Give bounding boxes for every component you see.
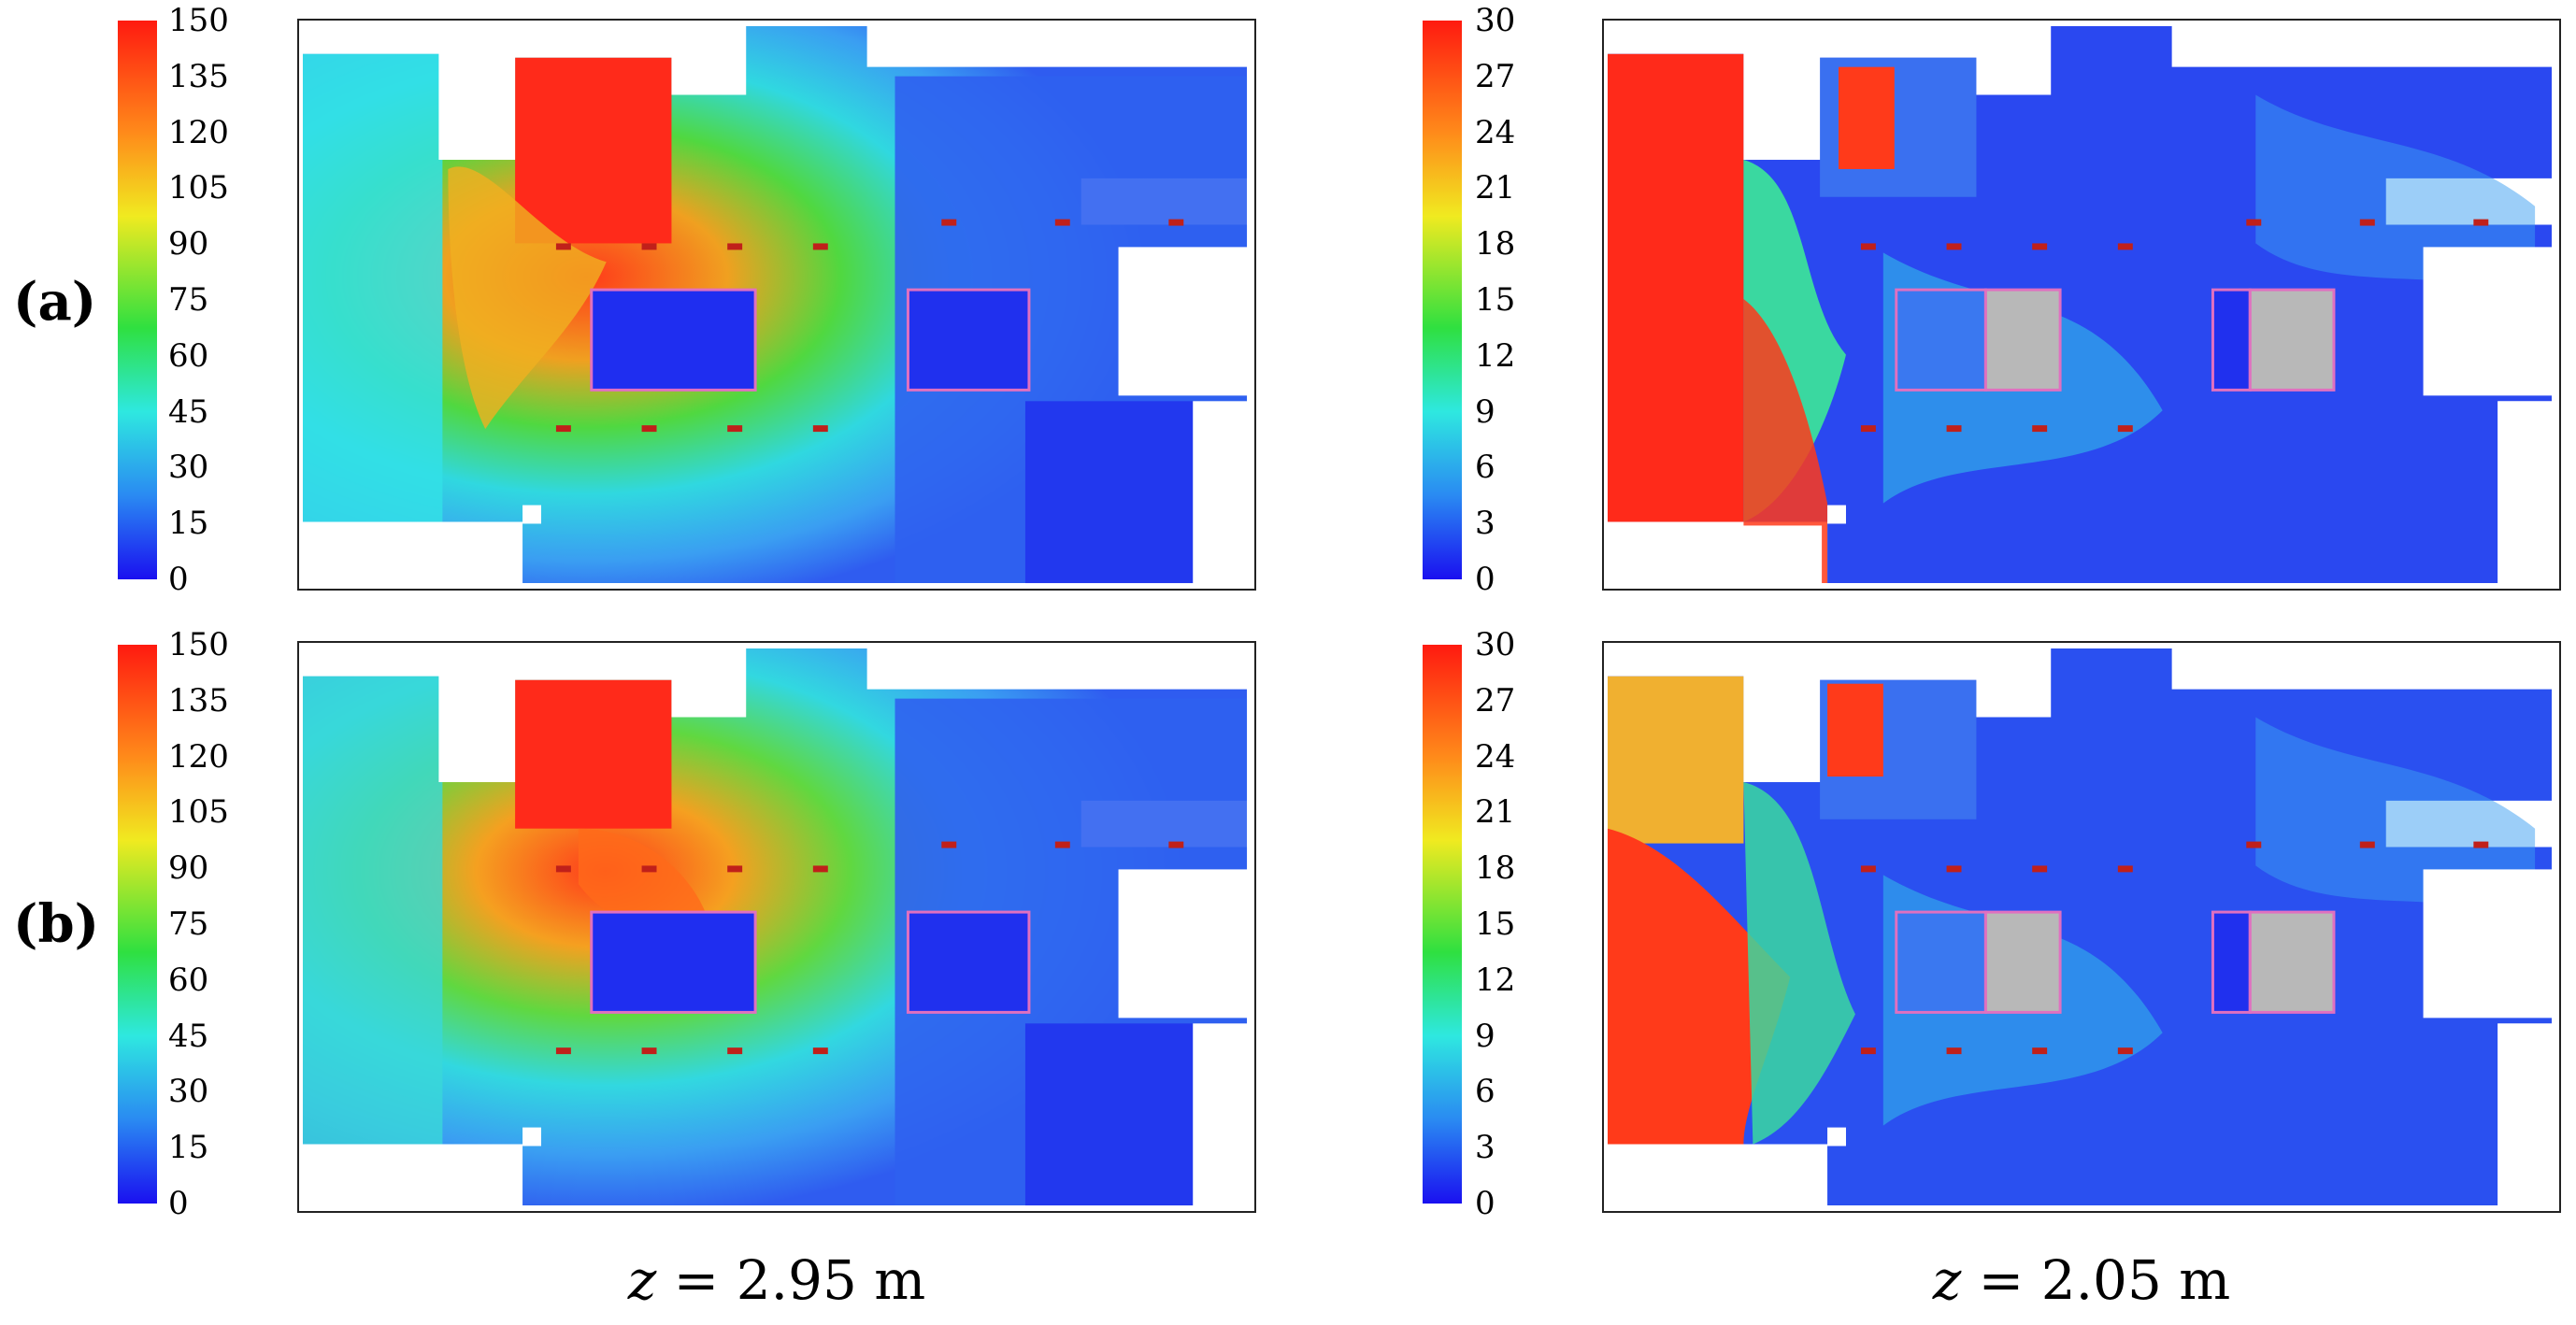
colorbar-tick-label: 0 xyxy=(168,561,189,598)
caption-right-var: z xyxy=(1932,1248,1962,1312)
colorbar-tick-label: 120 xyxy=(168,737,229,776)
colorbar-right-b-ticks: 30 27 24 21 18 15 12 9 6 3 0 xyxy=(1475,0,1559,1325)
caption-left-var: z xyxy=(627,1248,657,1312)
colorbar-tick-label: 45 xyxy=(168,1017,209,1055)
colorbar-left-a-ticks: 150 135 120 105 90 75 60 45 30 15 0 xyxy=(168,0,252,607)
colorbar-tick-label: 21 xyxy=(1475,793,1516,832)
colorbar-tick-label: 150 xyxy=(168,2,229,39)
colorbar-left-a xyxy=(118,21,157,579)
colorbar-tick-label: 6 xyxy=(1475,449,1496,487)
colorbar-tick-label: 105 xyxy=(168,793,229,832)
colorbar-tick-label: 12 xyxy=(1475,336,1516,375)
colorbar-tick-label: 27 xyxy=(1475,681,1516,719)
colorbar-tick-label: 75 xyxy=(168,281,209,319)
colorbar-tick-label: 60 xyxy=(168,336,209,375)
colorbar-tick-label: 12 xyxy=(1475,961,1516,999)
caption-right-rest: = 2.05 m xyxy=(1961,1248,2231,1312)
colorbar-tick-label: 0 xyxy=(1475,1185,1496,1222)
colorbar-tick-label: 15 xyxy=(1475,281,1516,319)
colorbar-tick-label: 30 xyxy=(168,1073,209,1111)
colorbar-tick-label: 150 xyxy=(168,626,229,663)
field-panel-b-right xyxy=(1602,641,2561,1213)
floorplan-contour-a-right xyxy=(1607,23,2556,584)
colorbar-tick-label: 30 xyxy=(1475,2,1516,39)
colorbar-tick-label: 15 xyxy=(168,1129,209,1167)
colorbar-tick-label: 3 xyxy=(1475,505,1496,543)
caption-left: z = 2.95 m xyxy=(297,1248,1256,1312)
caption-left-rest: = 2.95 m xyxy=(656,1248,926,1312)
colorbar-tick-label: 18 xyxy=(1475,225,1516,264)
colorbar-tick-label: 90 xyxy=(168,225,209,264)
colorbar-tick-label: 90 xyxy=(168,849,209,888)
colorbar-tick-label: 9 xyxy=(1475,392,1496,431)
colorbar-tick-label: 21 xyxy=(1475,169,1516,207)
row-label-b: (b) xyxy=(13,893,100,955)
colorbar-tick-label: 3 xyxy=(1475,1129,1496,1167)
field-panel-a-right xyxy=(1602,19,2561,591)
floorplan-contour-b-right xyxy=(1607,646,2556,1206)
row-label-a: (a) xyxy=(13,271,97,333)
colorbar-tick-label: 0 xyxy=(1475,561,1496,598)
colorbar-tick-label: 60 xyxy=(168,961,209,999)
floorplan-contour-b-left xyxy=(302,646,1252,1206)
colorbar-tick-label: 30 xyxy=(168,449,209,487)
colorbar-right-b xyxy=(1423,645,1462,1204)
floorplan-contour-a-left xyxy=(302,23,1252,584)
colorbar-tick-label: 24 xyxy=(1475,113,1516,151)
colorbar-left-b-ticks: 150 135 120 105 90 75 60 45 30 15 0 xyxy=(168,0,252,1325)
colorbar-left-b xyxy=(118,645,157,1204)
colorbar-tick-label: 6 xyxy=(1475,1073,1496,1111)
colorbar-tick-label: 135 xyxy=(168,681,229,719)
colorbar-tick-label: 30 xyxy=(1475,626,1516,663)
field-panel-b-left xyxy=(297,641,1256,1213)
colorbar-tick-label: 15 xyxy=(168,505,209,543)
colorbar-tick-label: 120 xyxy=(168,113,229,151)
field-panel-a-left xyxy=(297,19,1256,591)
colorbar-tick-label: 0 xyxy=(168,1185,189,1222)
colorbar-tick-label: 24 xyxy=(1475,737,1516,776)
colorbar-tick-label: 27 xyxy=(1475,57,1516,95)
colorbar-tick-label: 135 xyxy=(168,57,229,95)
colorbar-tick-label: 75 xyxy=(168,905,209,943)
caption-right: z = 2.05 m xyxy=(1602,1248,2561,1312)
colorbar-tick-label: 105 xyxy=(168,169,229,207)
colorbar-right-a-ticks: 30 27 24 21 18 15 12 9 6 3 0 xyxy=(1475,0,1559,607)
colorbar-tick-label: 45 xyxy=(168,392,209,431)
colorbar-tick-label: 15 xyxy=(1475,905,1516,943)
colorbar-tick-label: 9 xyxy=(1475,1017,1496,1055)
colorbar-right-a xyxy=(1423,21,1462,579)
colorbar-tick-label: 18 xyxy=(1475,849,1516,888)
